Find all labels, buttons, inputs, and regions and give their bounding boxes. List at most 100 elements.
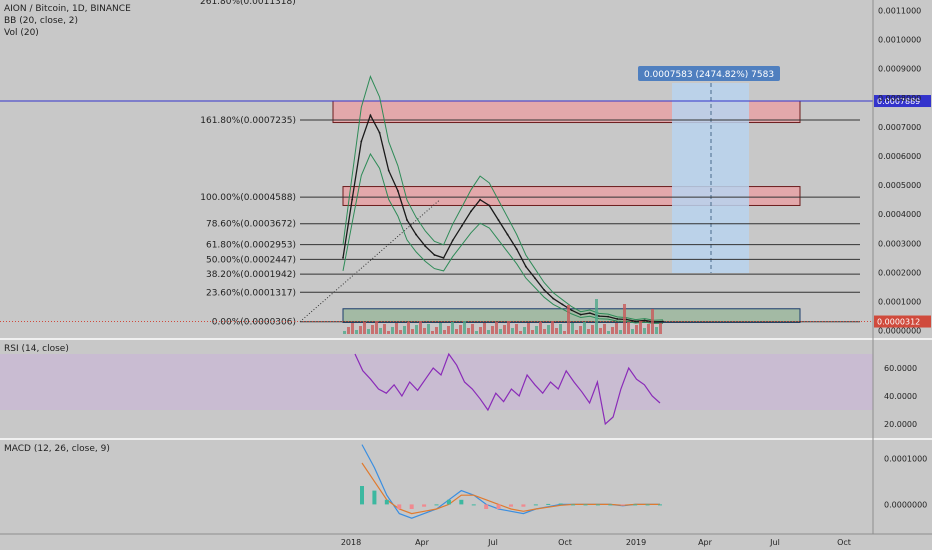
volume-bar [587,329,590,334]
price-point [607,315,610,318]
rsi-legend[interactable]: RSI (14, close) [4,343,69,355]
rsi-panel[interactable]: 60.0000 40.0000 20.0000 [0,352,917,429]
volume-bar [631,329,634,334]
volume-bar [467,328,470,334]
price-point [460,224,463,227]
macd-histogram-bar [608,504,613,506]
volume-bar [639,321,642,334]
volume-bar [351,323,354,334]
volume-bar [379,328,382,334]
volume-bar [547,325,550,334]
fib-label-top: 261.80%(0.0011318) [200,0,296,7]
price-axis-tick: 0.0008000 [878,94,921,103]
volume-bar [655,327,658,334]
price-panel[interactable]: 261.80%(0.0011318) 0.0007583 (2474.82%) 7… [0,0,931,334]
price-point [442,256,445,259]
rsi-axis-tick: 60.0000 [884,364,917,373]
bb-indicator-label[interactable]: BB (20, close, 2) [4,16,79,26]
volume-bar [355,330,358,334]
macd-histogram-bar [446,499,451,505]
volume-bar [455,329,458,334]
volume-bar [479,327,482,334]
bb-upper [342,75,664,321]
price-point [360,140,363,143]
volume-bar [495,322,498,334]
macd-histogram-bar [571,504,576,506]
macd-histogram-bar [459,499,464,505]
volume-bar [391,327,394,334]
volume-bar [419,321,422,334]
price-point [515,248,518,251]
price-point [662,320,664,323]
price-point [570,309,573,312]
fib-label-0.00%: 0.00%(0.0000306) [212,318,296,328]
volume-bar [575,330,578,334]
macd-histogram-bar [533,504,538,506]
price-axis-tick: 0.0001000 [878,298,921,307]
volume-bar [627,322,630,334]
volume-bar [347,327,350,334]
macd-histogram-bar [360,486,364,505]
macd-title[interactable]: MACD (12, 26, close, 9) [4,444,110,454]
macd-axis-tick: 0.0001000 [884,454,927,463]
volume-bar [555,328,558,334]
macd-histogram-bar [546,503,551,505]
macd-histogram-bar [484,504,489,509]
volume-bar [415,325,418,334]
measure-label-bg [638,66,780,81]
volume-bar [507,321,510,334]
macd-histogram-bar [645,504,650,506]
volume-bar [611,327,614,334]
fib-label-50.00%: 50.00%(0.0002447) [206,255,296,265]
macd-legend[interactable]: MACD (12, 26, close, 9) [4,443,110,455]
price-point [588,312,591,315]
macd-histogram-bar [471,504,476,506]
price-axis-tick: 0.0011000 [878,7,921,16]
time-axis-tick: Apr [698,538,713,547]
symbol-title[interactable]: AION / Bitcoin, 1D, BINANCE [4,4,131,14]
price-point [342,256,344,259]
price-point [598,315,600,317]
price-point [433,254,436,256]
rsi-axis-tick: 20.0000 [884,420,917,429]
macd-histogram-bar [409,504,414,509]
price-point [479,198,482,201]
volume-bar [403,326,406,334]
price-point [543,288,546,291]
macd-histogram-bar [422,504,427,507]
volume-bar [535,326,538,334]
volume-bar [487,330,490,334]
volume-bar [407,322,410,334]
price-point [643,319,646,322]
volume-bar [511,328,514,334]
volume-bar [411,329,414,334]
volume-bar [551,321,554,334]
price-point [387,169,390,172]
price-label-blue: 0.0007889 [877,97,920,106]
rsi-title[interactable]: RSI (14, close) [4,344,69,354]
volume-bar [527,323,530,334]
volume-bar [515,324,518,334]
volume-bar [571,323,574,334]
rsi-band [0,354,873,410]
legend-block: AION / Bitcoin, 1D, BINANCE BB (20, clos… [4,3,131,39]
volume-bar [543,329,546,334]
macd-histogram-bar [521,504,526,507]
price-axis-tick: 0.0005000 [878,181,921,190]
price-point [351,198,354,201]
volume-bar [471,324,474,334]
time-axis-tick: Jul [487,538,498,547]
volume-bar [643,328,646,334]
fib-label-23.60%: 23.60%(0.0001317) [206,288,296,298]
macd-histogram-bar [509,504,513,507]
price-point [497,219,500,221]
volume-indicator-label[interactable]: Vol (20) [4,28,39,38]
price-point [561,303,564,306]
macd-panel[interactable]: 0.0001000 0.0000000 [360,444,927,519]
price-point [415,233,418,236]
volume-bar [395,323,398,334]
volume-bar [363,322,366,334]
volume-bar [375,321,378,334]
